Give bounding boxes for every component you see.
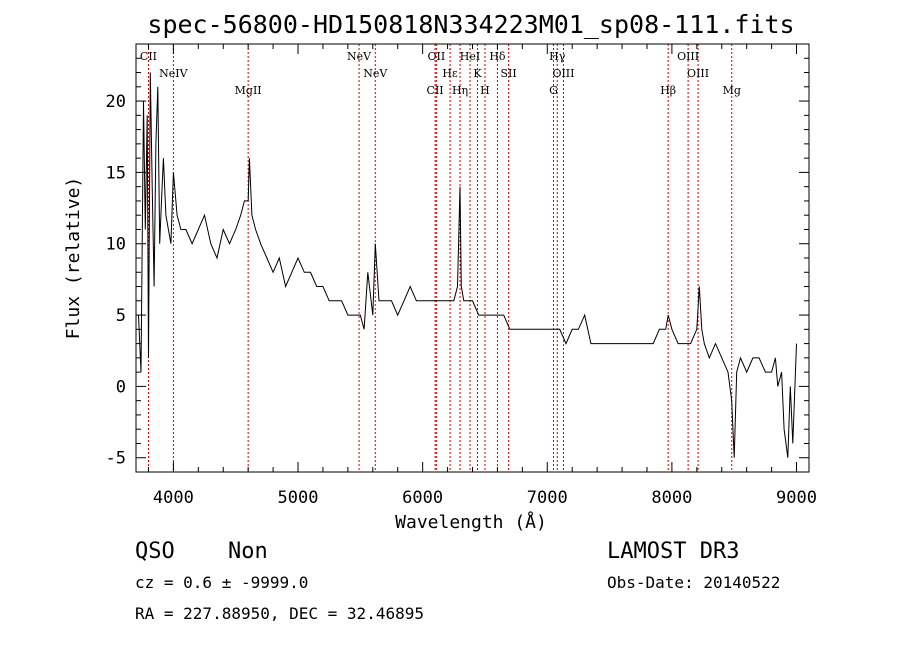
spectral-line-label: G <box>549 84 558 97</box>
y-axis-ticks: -5 0 5 10 15 20 <box>106 43 809 473</box>
spectral-line-label: OIII <box>687 67 709 80</box>
x-tick-label: 5000 <box>278 488 319 508</box>
y-tick-label: 10 <box>106 235 126 255</box>
x-tick-label: 6000 <box>402 488 443 508</box>
spectral-line-label: OIII <box>677 50 699 63</box>
spectrum-series-line <box>138 72 797 458</box>
x-tick-label: 4000 <box>153 488 194 508</box>
spectral-line-label: Hγ <box>549 50 566 63</box>
object-subclass: Non <box>228 539 268 564</box>
y-tick-label: 0 <box>116 377 126 397</box>
y-tick-label: -5 <box>106 449 126 469</box>
plot-frame <box>135 43 810 473</box>
x-axis-ticks: 4000 5000 6000 7000 8000 9000 <box>147 44 817 508</box>
spectral-line-label: K <box>473 67 482 80</box>
spectral-line-label: CII <box>140 50 157 63</box>
spectral-line-label: Hβ <box>660 84 676 97</box>
spectral-line-label: Hδ <box>489 50 506 63</box>
spectral-line-label: MgII <box>235 84 262 97</box>
x-axis-label: Wavelength (Å) <box>395 511 547 533</box>
spectral-line-label: Hε <box>442 67 458 80</box>
spectral-line-label: CII <box>427 84 444 97</box>
spectral-line-label: OII <box>427 50 445 63</box>
observation-date: Obs-Date: 20140522 <box>607 573 780 592</box>
coordinates: RA = 227.88950, DEC = 32.46895 <box>135 604 424 623</box>
y-tick-label: 20 <box>106 92 126 112</box>
chart-title: spec-56800-HD150818N334223M01_sp08-111.f… <box>147 10 794 39</box>
x-tick-label: 9000 <box>776 488 817 508</box>
spectral-line-label: Mg <box>723 84 741 97</box>
redshift-cz: cz = 0.6 ± -9999.0 <box>135 573 308 592</box>
survey-name: LAMOST DR3 <box>607 539 739 564</box>
spectral-line-label: H <box>480 84 490 97</box>
x-tick-label: 7000 <box>527 488 568 508</box>
y-tick-label: 15 <box>106 163 126 183</box>
spectral-line-label: NeIV <box>159 67 188 80</box>
spectral-line-labels: CIINeIVMgIINeVNeVCIIOIIHεHηHeIKHHδSIIGHγ… <box>140 50 741 97</box>
object-class: QSO <box>135 539 175 564</box>
spectral-line-label: NeV <box>363 67 388 80</box>
spectral-line-label: NeV <box>347 50 372 63</box>
spectral-line-label: Hη <box>452 84 468 97</box>
y-axis-label: Flux (relative) <box>63 177 84 340</box>
x-tick-label: 8000 <box>651 488 692 508</box>
spectral-line-label: OIII <box>552 67 574 80</box>
spectral-line-label: SII <box>501 67 517 80</box>
y-tick-label: 5 <box>116 306 126 326</box>
spectral-line-label: HeI <box>460 50 480 63</box>
spectral-line-markers <box>147 44 733 472</box>
